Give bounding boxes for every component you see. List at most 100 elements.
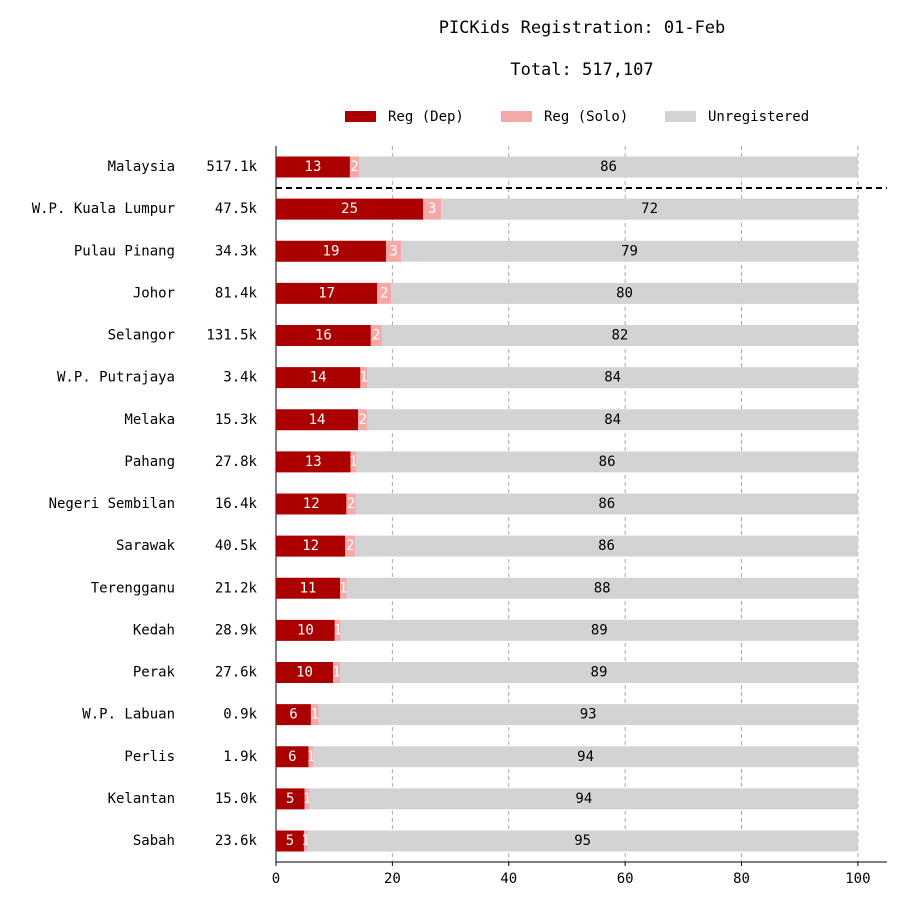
x-tick-label: 0 xyxy=(272,871,280,887)
value-label: 86 xyxy=(599,454,616,470)
value-label: 13 xyxy=(305,454,322,470)
value-label: 14 xyxy=(309,412,326,428)
y-tick-label: Selangor xyxy=(108,328,175,344)
category-total: 15.0k xyxy=(215,791,258,807)
category-total: 1.9k xyxy=(223,749,257,765)
bar-segment xyxy=(308,746,314,768)
bar-segment xyxy=(355,493,858,515)
bar-segment xyxy=(346,577,858,599)
bar-segment xyxy=(391,282,858,304)
y-tick-label: Sabah xyxy=(133,833,175,849)
category-total: 15.3k xyxy=(215,412,258,428)
bar-segment xyxy=(276,535,346,557)
value-label: 82 xyxy=(611,328,628,344)
bar-segment xyxy=(276,282,378,304)
value-label: 1 xyxy=(360,370,368,386)
value-label: 1 xyxy=(349,454,357,470)
bar-segment xyxy=(276,788,305,810)
bar-segment xyxy=(276,325,371,346)
bar-segment xyxy=(340,619,858,641)
bar-segment xyxy=(359,156,858,178)
bar-segment xyxy=(334,619,341,641)
bar-segment xyxy=(276,240,386,262)
legend-swatch xyxy=(501,111,532,122)
value-label: 12 xyxy=(302,538,319,554)
bar-segment xyxy=(318,704,858,726)
bar-segment xyxy=(441,198,858,220)
category-total: 3.4k xyxy=(223,370,257,386)
value-label: 86 xyxy=(598,496,615,512)
y-tick-label: Melaka xyxy=(124,412,175,428)
value-label: 25 xyxy=(341,201,358,217)
bar-segment xyxy=(346,493,356,515)
chart-title: PICKids Registration: 01-Feb xyxy=(439,18,726,38)
category-total: 27.8k xyxy=(215,454,258,470)
legend-label: Unregistered xyxy=(708,109,809,125)
value-label: 3 xyxy=(428,201,436,217)
value-label: 10 xyxy=(296,665,313,681)
value-label: 86 xyxy=(598,538,615,554)
bar-segment xyxy=(303,830,308,852)
category-total: 27.6k xyxy=(215,665,258,681)
bar-segment xyxy=(276,577,341,599)
y-tick-label: Kedah xyxy=(133,622,175,638)
category-total: 47.5k xyxy=(215,201,258,217)
value-label: 84 xyxy=(604,370,621,386)
y-tick-label: W.P. Putrajaya xyxy=(57,370,175,386)
bar-segment xyxy=(349,156,360,178)
value-label: 1 xyxy=(303,791,311,807)
value-label: 2 xyxy=(347,496,355,512)
bar-segment xyxy=(370,325,382,346)
category-total: 81.4k xyxy=(215,285,258,301)
value-label: 6 xyxy=(288,749,296,765)
x-tick-label: 20 xyxy=(384,871,401,887)
bar-segment xyxy=(423,198,442,220)
bar-segment xyxy=(276,493,347,515)
value-label: 86 xyxy=(600,159,617,175)
value-label: 2 xyxy=(372,328,380,344)
y-tick-label: Malaysia xyxy=(108,159,175,175)
bar-segment xyxy=(367,367,858,389)
y-tick-label: Kelantan xyxy=(108,791,175,807)
bar-segment xyxy=(310,704,319,726)
value-label: 12 xyxy=(303,496,320,512)
bar-segment xyxy=(355,535,858,557)
y-tick-label: Johor xyxy=(133,285,175,301)
bar-segment xyxy=(358,409,368,431)
category-total: 23.6k xyxy=(215,833,258,849)
bar-segment xyxy=(276,409,359,431)
y-tick-label: Perak xyxy=(133,665,176,681)
y-tick-label: Perlis xyxy=(124,749,175,765)
value-label: 1 xyxy=(333,622,341,638)
value-label: 94 xyxy=(577,749,594,765)
value-label: 80 xyxy=(616,285,633,301)
value-label: 10 xyxy=(297,622,314,638)
category-total: 34.3k xyxy=(215,243,258,259)
bar-segment xyxy=(276,746,309,768)
value-label: 11 xyxy=(300,580,317,596)
y-tick-label: Negeri Sembilan xyxy=(49,496,175,512)
bar-segment xyxy=(276,198,424,220)
value-label: 1 xyxy=(310,707,318,723)
value-label: 19 xyxy=(323,243,340,259)
value-label: 2 xyxy=(380,285,388,301)
y-tick-label: Sarawak xyxy=(116,538,176,554)
bar-segment xyxy=(345,535,356,557)
category-total: 16.4k xyxy=(215,496,258,512)
bar-segment xyxy=(385,240,402,262)
value-label: 2 xyxy=(346,538,354,554)
value-label: 93 xyxy=(580,707,597,723)
bar-segment xyxy=(307,830,858,852)
value-label: 88 xyxy=(594,580,611,596)
bar-segment xyxy=(313,746,858,768)
value-label: 17 xyxy=(318,285,335,301)
bar-segment xyxy=(356,451,858,473)
x-tick-label: 60 xyxy=(617,871,634,887)
value-label: 72 xyxy=(641,201,658,217)
y-tick-label: Terengganu xyxy=(91,580,175,596)
bar-segment xyxy=(360,367,368,389)
value-label: 14 xyxy=(310,370,327,386)
y-tick-label: W.P. Kuala Lumpur xyxy=(32,201,175,217)
category-total: 517.1k xyxy=(206,159,257,175)
